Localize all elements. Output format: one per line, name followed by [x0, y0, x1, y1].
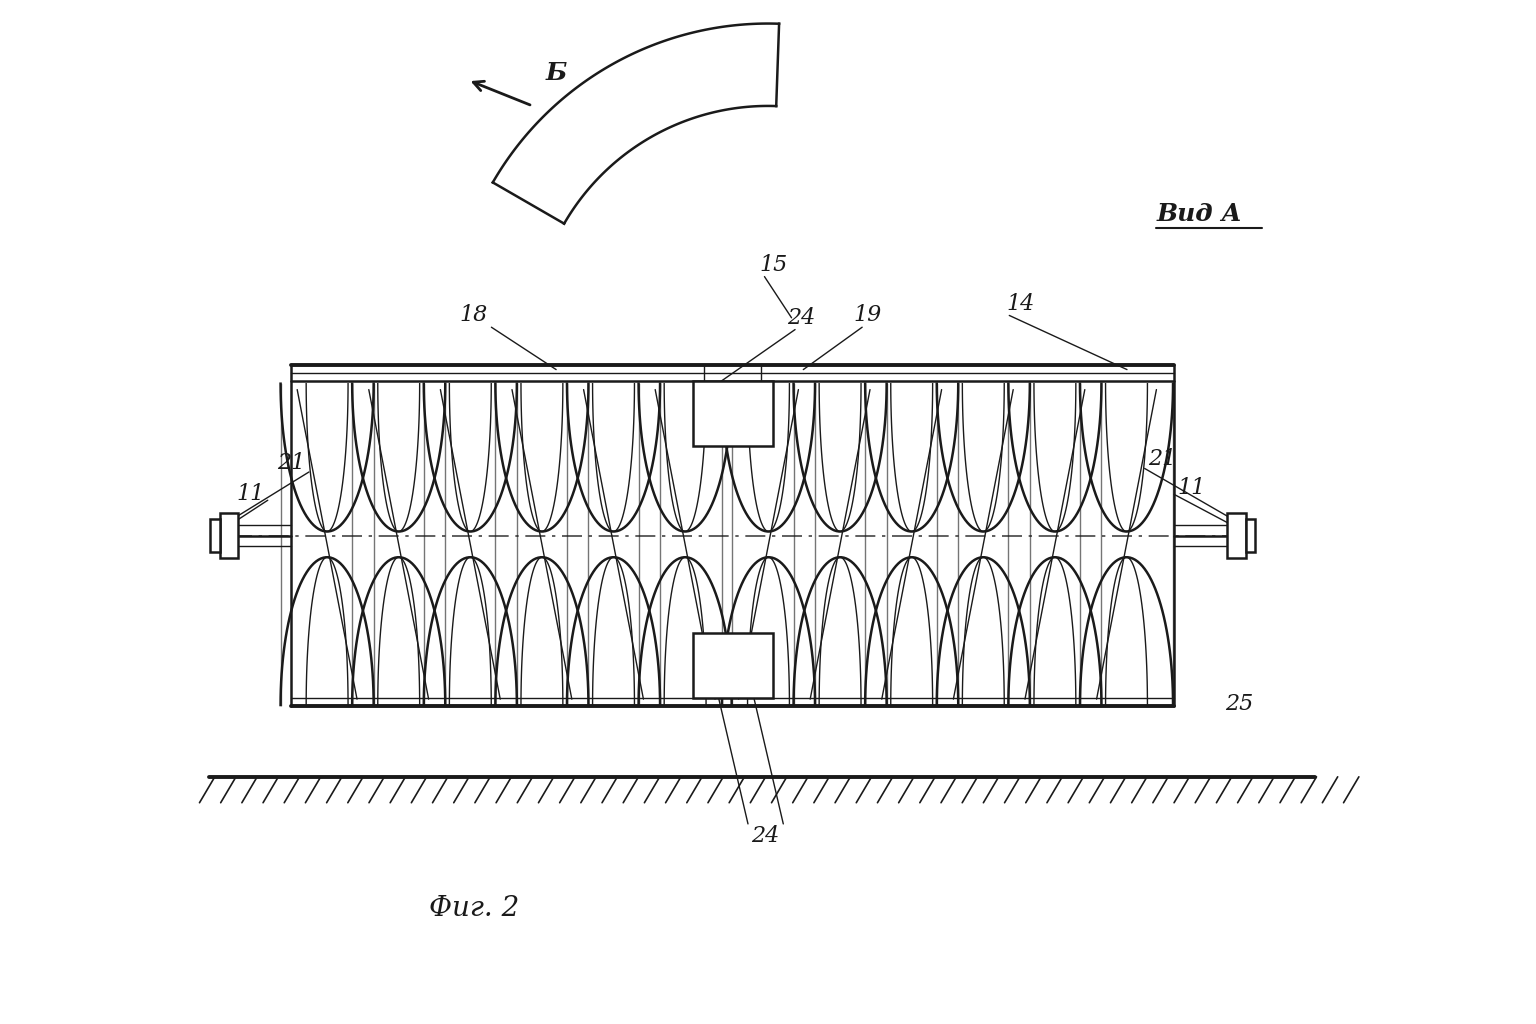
Text: 24: 24 — [786, 307, 816, 329]
Bar — [210, 519, 220, 552]
Text: 21: 21 — [276, 452, 306, 473]
Text: Фиг. 2: Фиг. 2 — [429, 895, 519, 923]
Text: 25: 25 — [1224, 693, 1253, 715]
Text: 14: 14 — [1008, 293, 1035, 314]
Text: 21: 21 — [1149, 449, 1177, 470]
Text: 15: 15 — [760, 254, 788, 275]
Bar — [1227, 513, 1246, 558]
Text: Б: Б — [545, 61, 567, 85]
Text: Вид А: Вид А — [1157, 202, 1243, 226]
Bar — [693, 381, 773, 446]
Text: 18: 18 — [459, 304, 488, 327]
Bar — [1246, 519, 1255, 552]
Bar — [220, 513, 238, 558]
Text: 11: 11 — [237, 483, 264, 506]
Text: 24: 24 — [751, 824, 780, 847]
Text: 11: 11 — [1178, 477, 1206, 500]
Text: 19: 19 — [854, 304, 882, 327]
Bar — [693, 633, 773, 698]
